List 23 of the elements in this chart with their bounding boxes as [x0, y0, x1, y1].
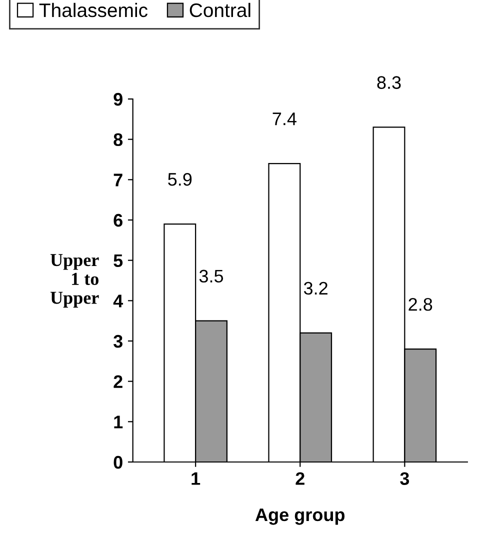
x-tick-label: 1	[192, 472, 200, 485]
y-tick-label: 7	[114, 174, 122, 186]
y-tick-label: 0	[114, 456, 122, 469]
x-tick-label: 2	[296, 472, 304, 485]
data-label: 8.3	[377, 76, 401, 89]
y-tick-label: 1	[114, 416, 123, 428]
legend-label: Contral	[190, 2, 250, 18]
y-tick-label: 8	[114, 133, 123, 146]
y-tick-label: 4	[113, 294, 124, 308]
data-label: 2.8	[408, 298, 432, 311]
y-tick-label: 2	[114, 375, 122, 388]
y-axis-title: Upper 1 to Upper	[50, 254, 99, 308]
legend-label: Thalassemic	[39, 2, 148, 18]
data-label: 7.4	[272, 112, 296, 126]
data-label: 3.2	[304, 282, 328, 295]
x-tick-label: 3	[400, 472, 410, 486]
x-axis-title: Age group	[255, 508, 345, 525]
y-tick-label: 5	[114, 254, 123, 268]
y-tick-label: 3	[113, 334, 122, 348]
data-label: 3.5	[199, 270, 224, 283]
y-tick-label: 9	[114, 92, 122, 106]
y-tick-label: 6	[114, 214, 122, 227]
data-label: 5.9	[168, 172, 192, 186]
